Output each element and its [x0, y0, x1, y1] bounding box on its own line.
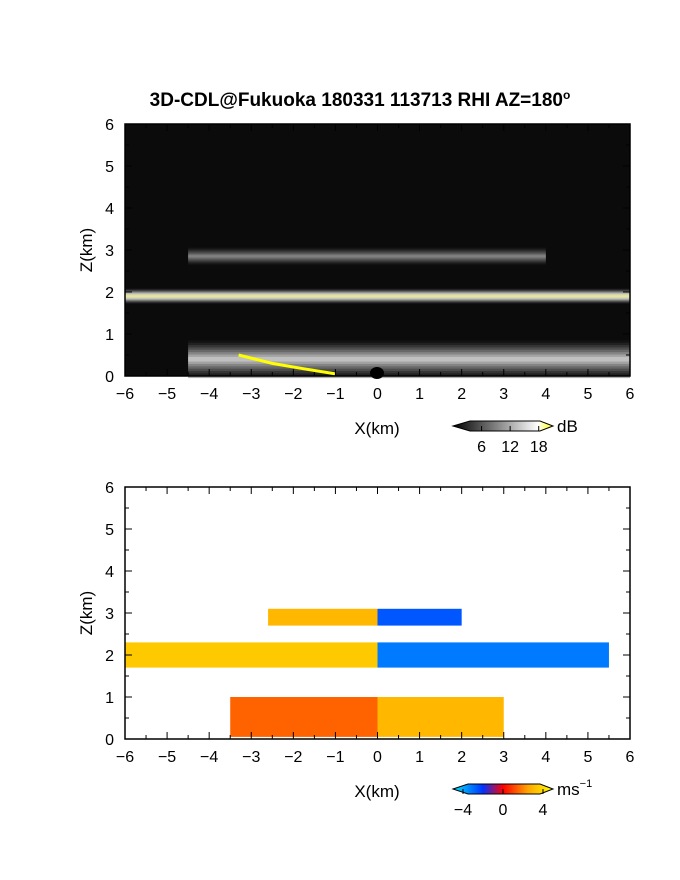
colorbar-tick-label: 6: [477, 439, 486, 456]
velocity-region: [268, 608, 378, 626]
x-tick-label: 0: [373, 386, 382, 403]
reflectivity-layer: [188, 356, 630, 362]
reflectivity-colorbar-unit: dB: [557, 417, 578, 436]
velocity-panel: −6 −5 −4 −3 −2 −1 0 1 2 3 4 5 6 0 1 2 3 4 5 6 X(km) Z(km) m…: [77, 480, 635, 819]
x-tick-label: −4: [200, 386, 218, 403]
velocity-region: [377, 608, 462, 626]
x-tick-label: 1: [415, 749, 424, 766]
reflectivity-layer: [188, 342, 630, 376]
reflectivity-layer: [125, 290, 630, 302]
reflectivity-layer: [125, 291, 630, 301]
reflectivity-layer: [188, 253, 546, 259]
velocity-region: [377, 697, 504, 737]
velocity-colorbar-ticks: −4 0 4: [454, 789, 548, 819]
reflectivity-layer: [125, 289, 630, 303]
reflectivity-layer: [188, 252, 546, 260]
reflectivity-layer: [188, 347, 630, 372]
velocity-region: [125, 642, 378, 668]
x-tick-label: 6: [626, 386, 635, 403]
ground-echo-line: [238, 353, 336, 376]
x-tick-label: 4: [541, 386, 550, 403]
reflectivity-layer: [125, 293, 630, 300]
x-tick-label: −1: [326, 749, 344, 766]
reflectivity-layer: [125, 295, 630, 298]
x-tick-label: 2: [457, 749, 466, 766]
y-tick-label: 4: [105, 564, 114, 581]
reflectivity-colorbar-bar: [451, 420, 555, 432]
x-tick-label: 5: [583, 386, 592, 403]
y-tick-label: 0: [105, 369, 114, 386]
colorbar-tick-label: −4: [454, 802, 472, 819]
reflectivity-layer: [188, 345, 630, 374]
velocity-xlabel: X(km): [354, 782, 399, 801]
x-tick-label: −6: [116, 386, 134, 403]
velocity-ylabel: Z(km): [77, 591, 96, 635]
reflectivity-layer: [125, 294, 630, 299]
reflectivity-layer: [188, 255, 546, 258]
y-tick-label: 6: [105, 117, 114, 134]
reflectivity-xlabel: X(km): [354, 419, 399, 438]
y-tick-label: 1: [105, 690, 114, 707]
x-tick-label: −6: [116, 749, 134, 766]
reflectivity-layers: [125, 247, 630, 379]
velocity-ticks: −6 −5 −4 −3 −2 −1 0 1 2 3 4 5 6 0 1 2 3 4 5 6: [105, 480, 634, 766]
x-tick-label: −4: [200, 749, 218, 766]
reflectivity-layer: [125, 292, 630, 300]
reflectivity-ticks: −6 −5 −4 −3 −2 −1 0 1 2 3 4 5 6 0 1 2 3 4 5 6: [105, 117, 634, 403]
x-tick-label: 1: [415, 386, 424, 403]
reflectivity-layer: [188, 349, 630, 369]
x-tick-label: −3: [242, 386, 260, 403]
colorbar-tick-label: 18: [530, 439, 548, 456]
velocity-regions: [125, 608, 609, 737]
reflectivity-layer: [188, 354, 630, 364]
x-tick-label: −5: [158, 749, 176, 766]
x-tick-label: 0: [373, 749, 382, 766]
x-tick-label: −2: [284, 749, 302, 766]
x-tick-label: −2: [284, 386, 302, 403]
chart-title: 3D-CDL@Fukuoka 180331 113713 RHI AZ=180o: [150, 88, 571, 111]
velocity-region: [377, 642, 609, 668]
x-tick-label: −5: [158, 386, 176, 403]
x-tick-label: −1: [326, 386, 344, 403]
colorbar-tick-label: 0: [499, 802, 508, 819]
reflectivity-layer: [125, 288, 630, 304]
x-tick-label: 6: [626, 749, 635, 766]
y-tick-label: 3: [105, 606, 114, 623]
y-tick-label: 0: [105, 732, 114, 749]
colorbar-tick-label: 4: [539, 802, 548, 819]
x-tick-label: −3: [242, 749, 260, 766]
y-tick-label: 3: [105, 243, 114, 260]
reflectivity-colorbar-ticks: 6 12 18: [477, 426, 548, 456]
velocity-region: [230, 697, 378, 737]
reflectivity-layer: [188, 251, 546, 261]
reflectivity-layer: [188, 340, 630, 379]
y-tick-label: 5: [105, 522, 114, 539]
reflectivity-layer: [188, 247, 546, 266]
y-tick-label: 6: [105, 480, 114, 497]
reflectivity-layer: [188, 250, 546, 263]
y-tick-label: 1: [105, 327, 114, 344]
reflectivity-layer: [188, 249, 546, 264]
reflectivity-layer: [188, 248, 546, 265]
velocity-colorbar: ms−1 −4 0 4: [451, 778, 592, 819]
reflectivity-colorbar: dB 6 12 18: [451, 417, 578, 456]
x-tick-label: 3: [499, 749, 508, 766]
reflectivity-plot-area: [125, 124, 630, 376]
y-tick-label: 2: [105, 648, 114, 665]
x-tick-label: 4: [541, 749, 550, 766]
x-tick-label: 3: [499, 386, 508, 403]
x-tick-label: 5: [583, 749, 592, 766]
y-tick-label: 2: [105, 285, 114, 302]
reflectivity-ylabel: Z(km): [77, 228, 96, 272]
y-tick-label: 5: [105, 159, 114, 176]
reflectivity-layer: [188, 352, 630, 367]
velocity-colorbar-unit: ms−1: [557, 778, 592, 799]
y-tick-label: 4: [105, 201, 114, 218]
x-tick-label: 2: [457, 386, 466, 403]
colorbar-tick-label: 12: [501, 439, 519, 456]
